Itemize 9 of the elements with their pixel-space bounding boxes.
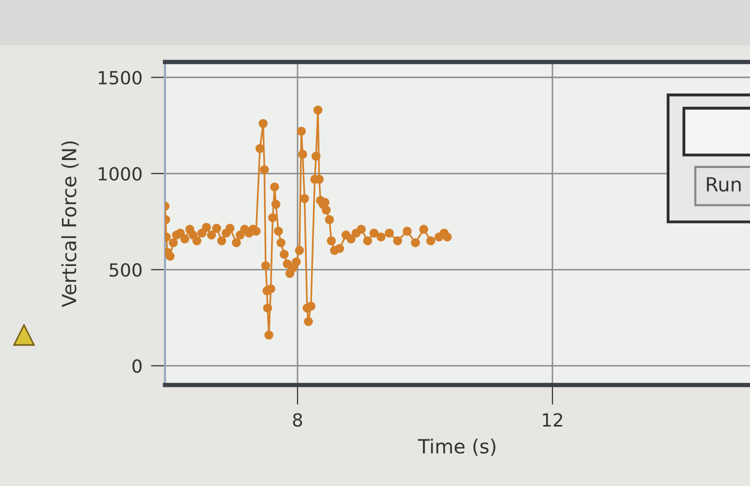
- y-tick-label: 500: [110, 263, 142, 277]
- x-tick-label: 8: [293, 413, 302, 427]
- x-axis-title: Time (s): [418, 438, 496, 456]
- x-tick-label: 12: [542, 413, 562, 426]
- y-axis-title: Vertical Force (N): [61, 141, 79, 308]
- y-tick-label: 0: [132, 359, 142, 373]
- y-tick-label: 1500: [98, 70, 142, 84]
- y-tick-label: 1000: [98, 166, 142, 181]
- annotation: Run: [706, 177, 741, 192]
